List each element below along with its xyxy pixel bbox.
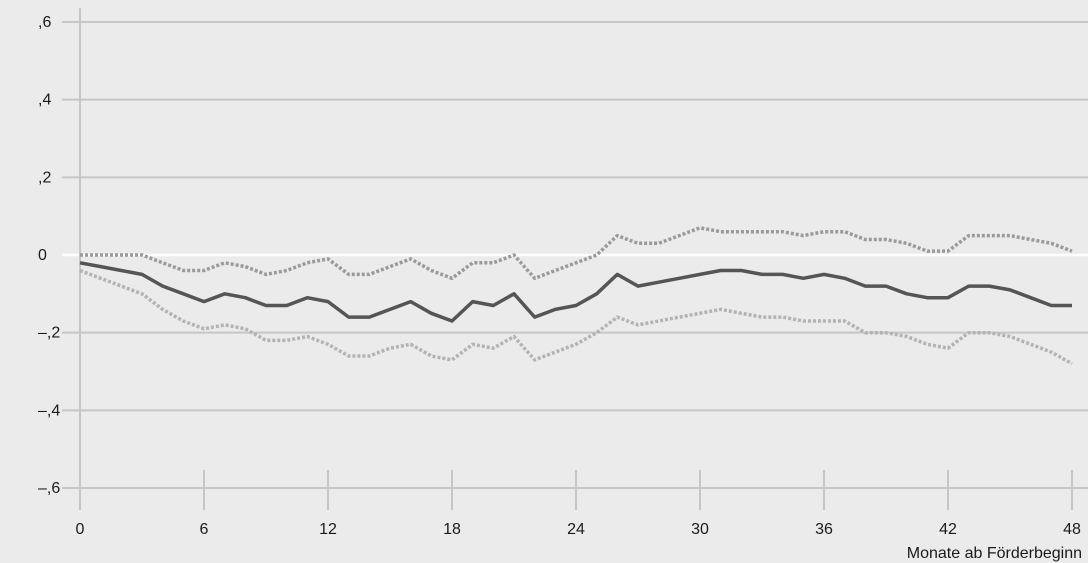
x-tick-label: 6 [200,521,209,538]
x-tick-label: 30 [691,521,709,538]
x-tick-label: 36 [815,521,833,538]
x-tick-label: 48 [1063,521,1081,538]
y-tick-label: –,6 [38,480,60,497]
x-tick-label: 0 [76,521,85,538]
x-tick-label: 42 [939,521,957,538]
y-tick-label: –,4 [38,402,60,419]
y-tick-label: 0 [38,247,47,264]
x-axis-title: Monate ab Förderbeginn [907,545,1082,562]
grid [62,21,1088,489]
x-tick-label: 12 [319,521,337,538]
series-group [79,226,1073,366]
y-tick-label: ,2 [38,169,51,186]
y-tick-labels: ,6 ,4 ,2 0 –,2 –,4 –,6 [38,14,60,497]
series-line-main [79,261,1072,323]
y-tick-label: ,4 [38,92,51,109]
y-tick-label: ,6 [38,14,51,31]
x-tick-label: 24 [567,521,585,538]
x-axis-ticks [203,470,1073,510]
y-tick-label: –,2 [38,325,60,342]
series-line-bound-1 [80,226,1073,281]
x-tick-labels: 0 6 12 18 24 30 36 42 48 [76,521,1081,538]
series-line-bound-2 [79,268,1073,366]
x-tick-label: 18 [443,521,461,538]
